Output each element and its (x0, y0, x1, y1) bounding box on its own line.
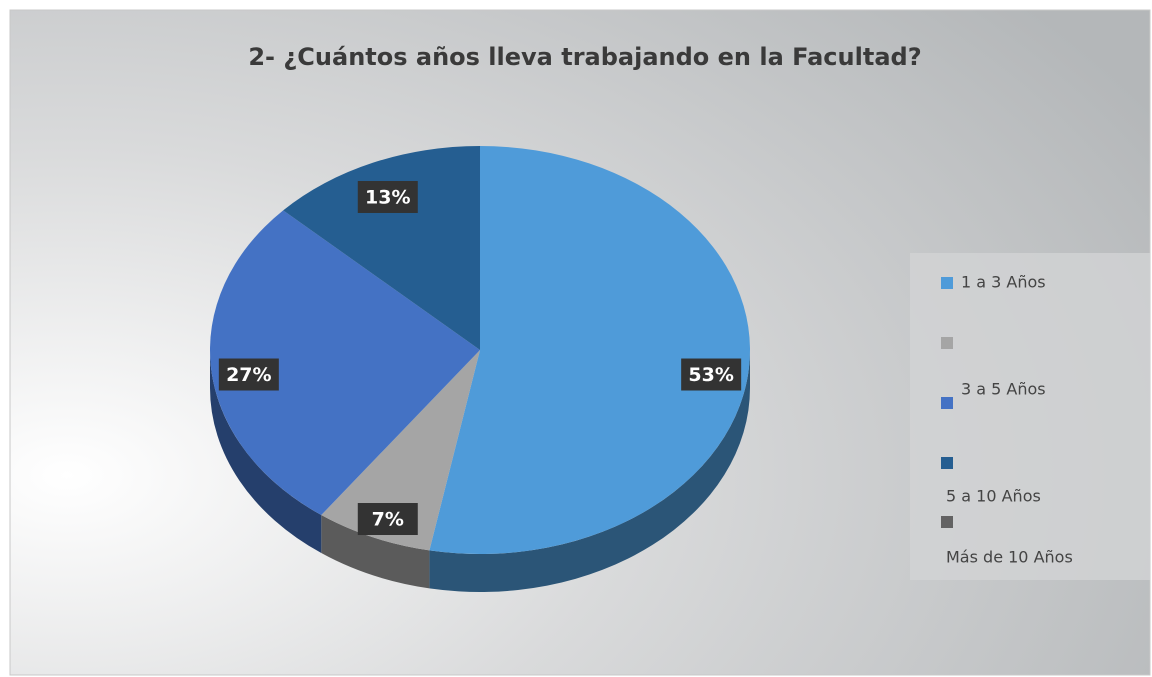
slice (429, 146, 751, 554)
slice (209, 210, 481, 516)
slice-side (321, 515, 430, 589)
slice (283, 146, 480, 350)
data-label-bg (218, 358, 279, 391)
chart-title: 2- ¿Cuántos años lleva trabajando en la … (248, 43, 921, 71)
legend-marker (941, 337, 953, 349)
legend-marker (941, 397, 953, 409)
slice-side (429, 350, 750, 592)
legend-marker (941, 277, 953, 289)
slice-side (210, 350, 322, 554)
data-label: 7% (372, 509, 404, 531)
legend-marker (941, 516, 953, 528)
data-label-bg (681, 358, 742, 391)
data-label: 53% (688, 364, 733, 386)
legend-marker (941, 457, 953, 469)
legend-label: 5 a 10 Años (946, 487, 1041, 506)
legend-label: Más de 10 Años (946, 548, 1073, 567)
slice (321, 350, 480, 551)
data-label: 27% (226, 364, 271, 386)
data-label: 13% (365, 186, 410, 208)
legend-label: 1 a 3 Años (961, 273, 1046, 292)
data-label-bg (357, 180, 418, 213)
legend-box (910, 253, 1150, 580)
data-label-bg (357, 503, 418, 536)
legend-label: 3 a 5 Años (961, 380, 1046, 399)
